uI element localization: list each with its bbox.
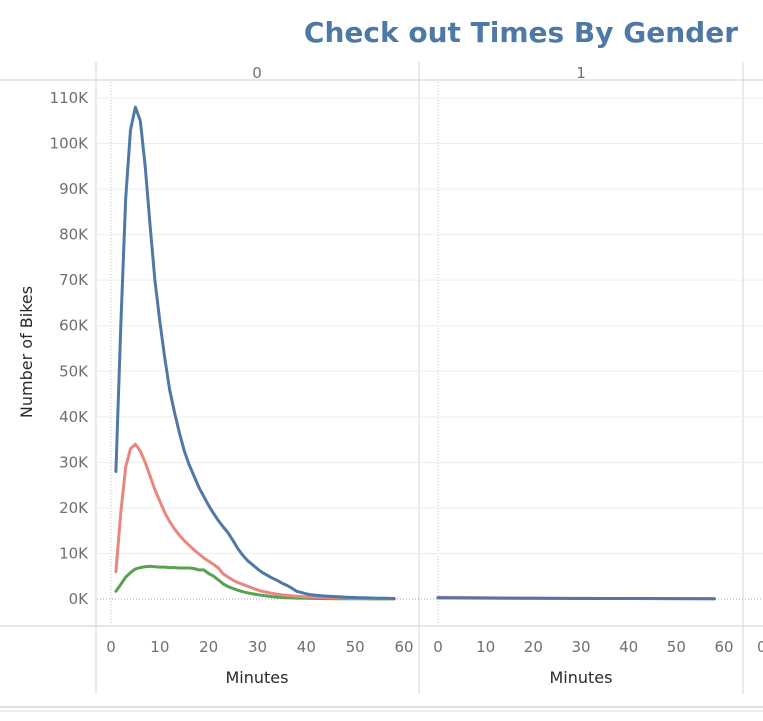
x-tick-label: 60 — [714, 638, 733, 656]
x-tick-label: 50 — [346, 638, 365, 656]
y-tick-label: 20K — [59, 499, 89, 517]
y-tick-label: 30K — [59, 453, 89, 471]
gridlines — [97, 97, 763, 600]
y-tick-label: 70K — [59, 271, 89, 289]
chart-frame — [0, 62, 763, 712]
x-tick-label: 10 — [476, 638, 495, 656]
series-line-pane-0 — [114, 105, 396, 600]
x-tick-label: 40 — [297, 638, 316, 656]
chart-title: Check out Times By Gender — [304, 16, 738, 49]
y-tick-label: 10K — [59, 544, 89, 562]
series-line-pane-1 — [436, 596, 716, 601]
series-line-pane-0 — [114, 442, 396, 601]
pane-header-0: 0 — [252, 64, 262, 82]
series-lines — [114, 105, 716, 601]
x-tick-label-partial: 0 — [757, 638, 763, 656]
y-tick-label: 100K — [50, 135, 90, 153]
y-tick-label: 0K — [69, 590, 90, 608]
x-tick-label: 0 — [433, 638, 443, 656]
y-tick-label: 60K — [59, 317, 89, 335]
x-tick-label: 30 — [248, 638, 267, 656]
pane-header-1: 1 — [576, 64, 586, 82]
series-line-pane-0 — [114, 564, 396, 601]
x-tick-label: 20 — [199, 638, 218, 656]
x-axis-title-pane-1: Minutes — [550, 668, 613, 687]
x-tick-label: 10 — [150, 638, 169, 656]
x-axis-ticks: 0 10 20 30 40 50 60 0 10 20 30 40 50 60 0 — [106, 638, 763, 656]
y-axis-ticks: 0K 10K 20K 30K 40K 50K 60K 70K 80K 90K 100K 110K — [50, 89, 90, 608]
x-tick-label: 30 — [571, 638, 590, 656]
x-axis-title-pane-0: Minutes — [226, 668, 289, 687]
y-axis-title: Number of Bikes — [17, 286, 36, 418]
x-tick-label: 40 — [619, 638, 638, 656]
x-tick-label: 20 — [524, 638, 543, 656]
x-tick-label: 60 — [394, 638, 413, 656]
x-tick-label: 0 — [106, 638, 116, 656]
y-tick-label: 80K — [59, 226, 89, 244]
y-tick-label: 40K — [59, 408, 89, 426]
y-tick-label: 50K — [59, 362, 89, 380]
y-tick-label: 110K — [50, 89, 90, 107]
y-tick-label: 90K — [59, 180, 89, 198]
x-tick-label: 50 — [667, 638, 686, 656]
